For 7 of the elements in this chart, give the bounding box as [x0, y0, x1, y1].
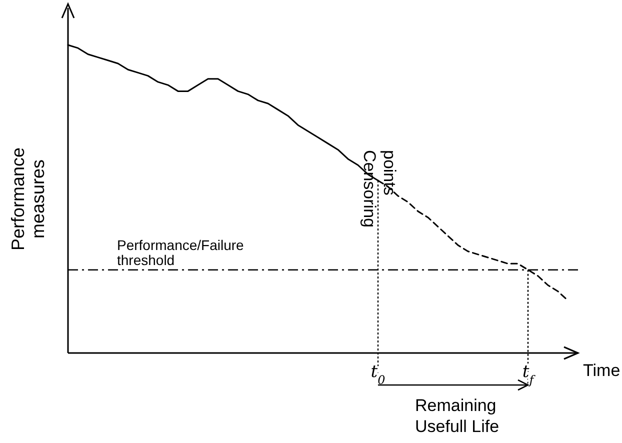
annotation: Censoring points: [360, 150, 399, 228]
x-axis-title: Time: [583, 361, 620, 380]
ref-line-label: Performance/Failure threshold: [117, 236, 244, 268]
x-tick-label: t$_{f}$: [522, 362, 536, 387]
y-axis-title: Performance measures: [8, 147, 48, 251]
text: Remaining Usefull Life: [415, 396, 500, 436]
x-tick-label: t$_{0}$: [370, 362, 386, 387]
